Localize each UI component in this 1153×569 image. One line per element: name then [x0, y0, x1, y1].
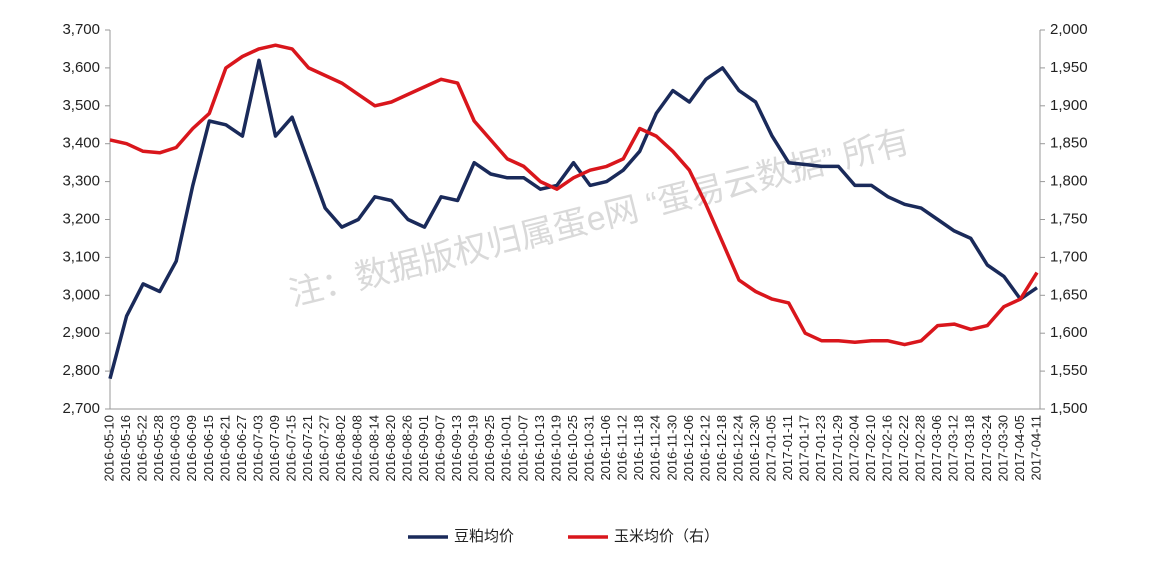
watermark: 注：数据版权归属蛋e网 “蛋易云数据” 所有 [285, 122, 914, 313]
x-tick-label: 2016-05-16 [118, 415, 133, 482]
x-tick-label: 2016-09-01 [416, 415, 431, 482]
x-tick-label: 2016-12-24 [730, 415, 745, 482]
x-tick-label: 2016-08-14 [366, 415, 381, 482]
x-tick-label: 2016-08-26 [399, 415, 414, 482]
x-tick-label: 2017-02-10 [863, 415, 878, 482]
x-tick-label: 2016-12-30 [747, 415, 762, 482]
x-tick-label: 2016-09-25 [482, 415, 497, 482]
series-line [109, 43, 1039, 347]
x-tick-label: 2016-09-19 [466, 415, 481, 482]
x-tick-label: 2017-01-11 [780, 415, 795, 481]
x-tick-label: 2016-08-08 [350, 415, 365, 482]
x-tick-label: 2016-07-15 [284, 415, 299, 482]
x-tick-label: 2016-07-27 [317, 415, 332, 482]
y-tick-label: 3,700 [62, 21, 100, 38]
x-tick-label: 2016-05-10 [101, 415, 116, 482]
x-tick-label: 2016-06-03 [168, 415, 183, 482]
x-tick-label: 2017-03-06 [929, 415, 944, 482]
y-tick-label: 3,500 [62, 97, 100, 114]
x-tick-label: 2017-03-30 [995, 415, 1010, 482]
legend-label: 玉米均价（右） [614, 528, 719, 545]
y-tick-label: 3,400 [62, 135, 100, 152]
x-tick-label: 2016-07-09 [267, 415, 282, 482]
y-tick-label: 2,700 [62, 400, 100, 417]
y2-tick-label: 1,800 [1050, 173, 1088, 190]
x-tick-label: 2016-09-07 [433, 415, 448, 482]
x-tick-label: 2016-12-18 [714, 415, 729, 482]
y2-tick-label: 2,000 [1050, 21, 1088, 38]
x-tick-label: 2017-02-22 [896, 415, 911, 482]
y2-tick-label: 1,650 [1050, 286, 1088, 303]
y-tick-label: 3,600 [62, 59, 100, 76]
x-tick-label: 2016-11-06 [598, 415, 613, 481]
series-line [108, 58, 1038, 380]
x-tick-label: 2016-12-12 [697, 415, 712, 482]
x-tick-label: 2016-05-22 [135, 415, 150, 482]
x-tick-label: 2017-03-12 [946, 415, 961, 482]
x-tick-label: 2017-04-05 [1012, 415, 1027, 482]
x-tick-label: 2017-01-29 [830, 415, 845, 482]
x-tick-label: 2016-11-24 [648, 415, 663, 481]
x-tick-label: 2016-10-31 [581, 415, 596, 482]
x-tick-label: 2017-02-28 [913, 415, 928, 482]
x-tick-label: 2016-05-28 [151, 415, 166, 482]
y2-tick-label: 1,900 [1050, 97, 1088, 114]
y-tick-label: 3,100 [62, 248, 100, 265]
x-tick-label: 2016-09-13 [449, 415, 464, 482]
y2-tick-label: 1,700 [1050, 248, 1088, 265]
x-tick-label: 2016-11-12 [615, 415, 630, 481]
y-tick-label: 2,800 [62, 362, 100, 379]
x-tick-label: 2017-01-23 [813, 415, 828, 482]
x-tick-label: 2016-11-30 [664, 415, 679, 481]
x-tick-label: 2017-01-05 [764, 415, 779, 482]
y2-tick-label: 1,850 [1050, 135, 1088, 152]
x-tick-label: 2017-02-16 [879, 415, 894, 482]
x-tick-label: 2016-10-19 [548, 415, 563, 482]
x-tick-label: 2016-06-15 [201, 415, 216, 482]
y-tick-label: 3,200 [62, 210, 100, 227]
y-tick-label: 3,000 [62, 286, 100, 303]
x-tick-label: 2017-03-24 [979, 415, 994, 482]
legend-label: 豆粕均价 [454, 528, 514, 545]
y-tick-label: 3,300 [62, 173, 100, 190]
x-tick-label: 2016-10-07 [515, 415, 530, 482]
y2-tick-label: 1,750 [1050, 210, 1088, 227]
x-tick-label: 2016-07-03 [250, 415, 265, 482]
x-tick-label: 2016-08-02 [333, 415, 348, 482]
x-tick-label: 2016-06-09 [184, 415, 199, 482]
x-tick-label: 2016-10-01 [499, 415, 514, 482]
x-tick-label: 2016-10-13 [532, 415, 547, 482]
x-tick-label: 2016-07-21 [300, 415, 315, 482]
x-tick-label: 2017-02-04 [846, 415, 861, 482]
y-tick-label: 2,900 [62, 324, 100, 341]
x-tick-label: 2016-06-21 [217, 415, 232, 482]
x-tick-label: 2016-10-25 [565, 415, 580, 482]
y2-tick-label: 1,500 [1050, 400, 1088, 417]
x-tick-label: 2017-03-18 [962, 415, 977, 482]
y2-tick-label: 1,550 [1050, 362, 1088, 379]
x-tick-label: 2016-08-20 [383, 415, 398, 482]
x-tick-label: 2016-11-18 [631, 415, 646, 481]
x-tick-label: 2017-01-17 [797, 415, 812, 482]
x-tick-label: 2016-06-27 [234, 415, 249, 482]
x-tick-label: 2017-04-11 [1028, 415, 1043, 481]
y2-tick-label: 1,950 [1050, 59, 1088, 76]
y2-tick-label: 1,600 [1050, 324, 1088, 341]
x-tick-label: 2016-12-06 [681, 415, 696, 482]
